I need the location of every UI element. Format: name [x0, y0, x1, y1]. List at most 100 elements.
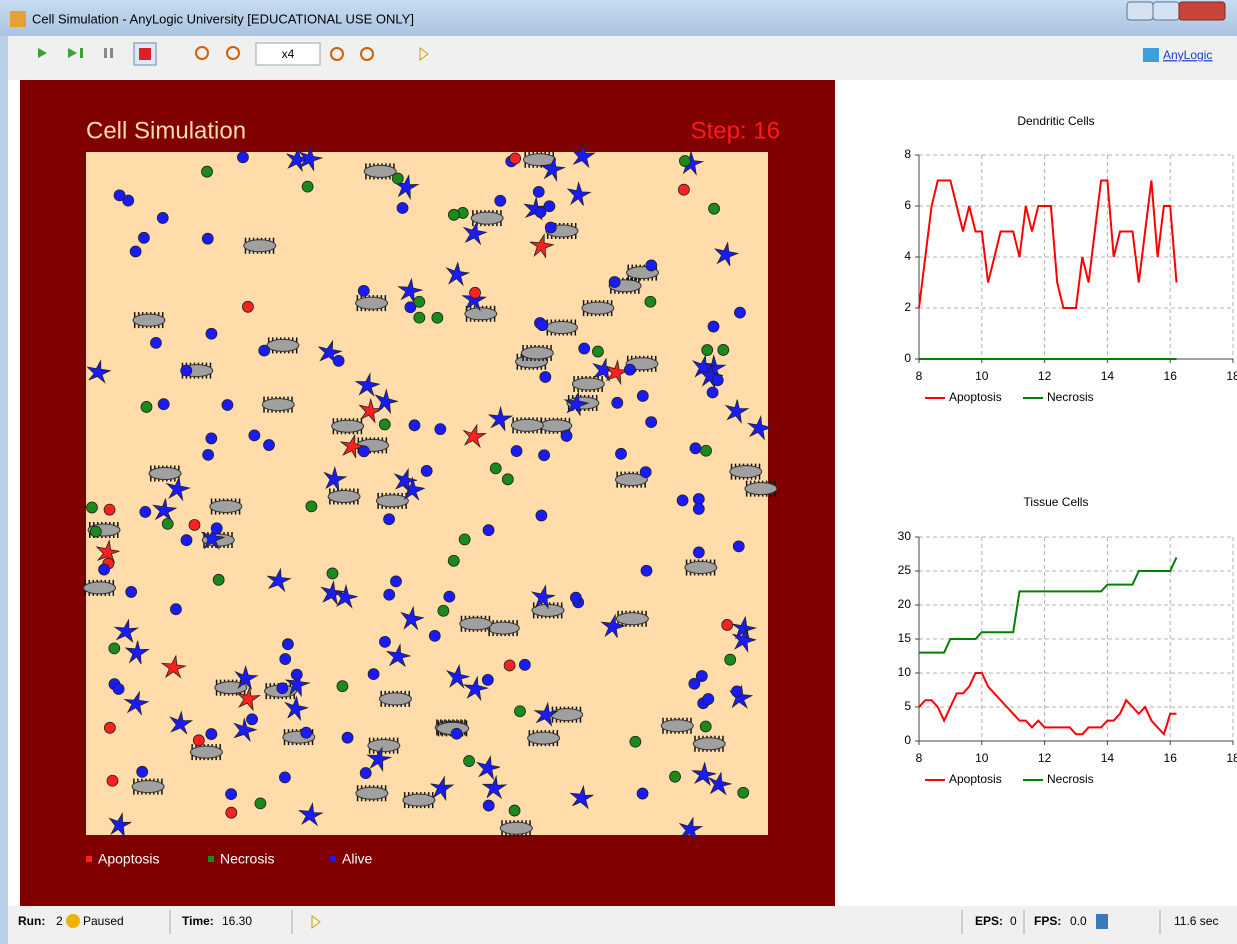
eps-label: EPS:: [975, 914, 1003, 928]
legend-label: Necrosis: [1047, 390, 1094, 404]
fps-value: 0.0: [1070, 914, 1087, 928]
step-label: Step: 16: [691, 117, 780, 144]
tissue-cell: [379, 693, 411, 705]
cell: [725, 654, 736, 665]
brand-icon: [1143, 48, 1159, 62]
tissue-cell: [356, 787, 388, 799]
cell: [291, 669, 302, 680]
cell: [86, 502, 97, 513]
trash-icon[interactable]: [1096, 914, 1108, 929]
tissue-cell: [616, 613, 648, 625]
cell: [733, 541, 744, 552]
y-tick-label: 4: [904, 249, 911, 263]
cell: [193, 735, 204, 746]
cell: [211, 523, 222, 534]
cell: [722, 619, 733, 630]
cell: [483, 800, 494, 811]
cell: [514, 706, 525, 717]
cell: [379, 419, 390, 430]
cell: [483, 525, 494, 536]
tissue-cell: [84, 582, 116, 594]
x-tick-label: 10: [975, 751, 989, 765]
cell: [255, 798, 266, 809]
cell: [511, 446, 522, 457]
cell: [702, 345, 713, 356]
y-tick-label: 25: [898, 563, 912, 577]
cell: [279, 772, 290, 783]
tissue-cell: [582, 302, 614, 314]
cell: [114, 190, 125, 201]
cell: [104, 722, 115, 733]
cell: [360, 768, 371, 779]
tissue-cell: [368, 740, 400, 752]
tissue-cell: [523, 154, 555, 166]
cell: [384, 514, 395, 525]
app-icon: [10, 11, 26, 27]
y-tick-label: 15: [898, 631, 912, 645]
stop-icon: [139, 48, 151, 60]
cell: [504, 660, 515, 671]
cell: [464, 756, 475, 767]
cell: [409, 420, 420, 431]
chart-title: Tissue Cells: [1024, 495, 1089, 509]
chart-title: Dendritic Cells: [1017, 114, 1094, 128]
cell: [536, 510, 547, 521]
cell: [609, 277, 620, 288]
legend-label: Apoptosis: [949, 390, 1002, 404]
cell: [734, 307, 745, 318]
cell: [222, 400, 233, 411]
cell: [624, 364, 635, 375]
minimize-button[interactable]: [1127, 2, 1153, 20]
legend-swatch: [330, 856, 336, 862]
time-label: Time:: [182, 914, 214, 928]
cell: [189, 519, 200, 530]
paused-icon: [66, 914, 80, 928]
cell: [213, 574, 224, 585]
run-value: 2: [56, 914, 63, 928]
cell: [206, 328, 217, 339]
y-tick-label: 30: [898, 529, 912, 543]
cell: [544, 201, 555, 212]
x-tick-label: 14: [1101, 751, 1115, 765]
legend-label: Apoptosis: [949, 772, 1002, 786]
cell: [397, 202, 408, 213]
y-tick-label: 8: [904, 147, 911, 161]
tissue-cell: [661, 720, 693, 732]
y-tick-label: 0: [904, 733, 911, 747]
x-tick-label: 10: [975, 369, 989, 383]
speed-value: x4: [282, 47, 295, 61]
cell: [107, 775, 118, 786]
maximize-button[interactable]: [1153, 2, 1179, 20]
cell: [264, 440, 275, 451]
cell: [495, 195, 506, 206]
cell: [130, 246, 141, 257]
cell: [690, 443, 701, 454]
cell: [502, 474, 513, 485]
close-button[interactable]: [1179, 2, 1225, 20]
x-tick-label: 16: [1164, 369, 1178, 383]
cell: [519, 659, 530, 670]
cell: [280, 654, 291, 665]
tissue-cell: [133, 314, 165, 326]
tissue-cell: [267, 339, 299, 351]
brand-link[interactable]: AnyLogic: [1163, 48, 1212, 62]
cell: [545, 222, 556, 233]
cell: [482, 674, 493, 685]
toolbar: [8, 36, 1237, 80]
cell: [451, 728, 462, 739]
cell: [612, 397, 623, 408]
cell: [645, 296, 656, 307]
cell: [470, 287, 481, 298]
cell: [709, 203, 720, 214]
cell: [249, 430, 260, 441]
cell: [226, 807, 237, 818]
cell: [282, 639, 293, 650]
tissue-cell: [149, 468, 181, 480]
cell: [438, 605, 449, 616]
tissue-cell: [471, 212, 503, 224]
cell: [379, 636, 390, 647]
tissue-cell: [551, 709, 583, 721]
cell: [126, 586, 137, 597]
tissue-area: [86, 152, 768, 835]
cell: [432, 312, 443, 323]
